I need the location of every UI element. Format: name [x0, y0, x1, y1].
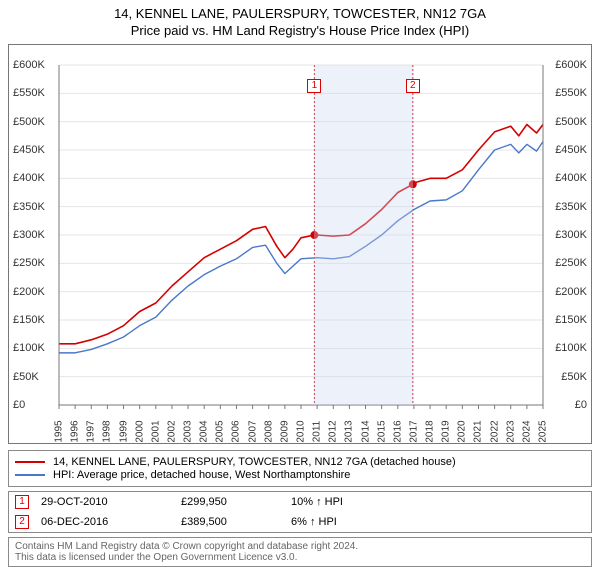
y-axis-label: £100K — [13, 342, 45, 354]
attribution-line2: This data is licensed under the Open Gov… — [15, 552, 585, 563]
legend-box: 14, KENNEL LANE, PAULERSPURY, TOWCESTER,… — [8, 450, 592, 487]
sale-date: 29-OCT-2010 — [41, 496, 181, 508]
legend-label: 14, KENNEL LANE, PAULERSPURY, TOWCESTER,… — [53, 456, 456, 468]
x-axis-label: 2020 — [457, 420, 468, 442]
sale-price: £389,500 — [181, 516, 291, 528]
x-axis-label: 2012 — [328, 420, 339, 442]
chart-title-address: 14, KENNEL LANE, PAULERSPURY, TOWCESTER,… — [8, 6, 592, 21]
x-axis-label: 2025 — [538, 420, 549, 442]
chart-plot-area: £0 £0 £50K £50K £100K £100K £150K £150K £200K £20… — [8, 44, 592, 444]
x-axis-label: 2008 — [263, 420, 274, 442]
x-axis-label: 1997 — [86, 420, 97, 442]
sale-marker-1: 1 — [307, 79, 321, 93]
y-axis-label-right: £100K — [555, 342, 587, 354]
sale-row: 1 29-OCT-2010£299,95010% ↑ HPI — [9, 492, 591, 512]
y-axis-label: £300K — [13, 229, 45, 241]
chart-title-sub: Price paid vs. HM Land Registry's House … — [8, 23, 592, 38]
y-axis-label: £350K — [13, 201, 45, 213]
x-axis-label: 2022 — [489, 420, 500, 442]
y-axis-label: £550K — [13, 87, 45, 99]
x-axis-label: 2015 — [376, 420, 387, 442]
y-axis-label: £50K — [13, 371, 39, 383]
title-block: 14, KENNEL LANE, PAULERSPURY, TOWCESTER,… — [8, 6, 592, 38]
y-axis-label: £400K — [13, 172, 45, 184]
x-axis-label: 2019 — [441, 420, 452, 442]
x-axis-label: 2011 — [312, 421, 323, 443]
y-axis-label-right: £200K — [555, 286, 587, 298]
x-axis-label: 2000 — [134, 420, 145, 442]
sale-row: 2 06-DEC-2016£389,5006% ↑ HPI — [9, 512, 591, 532]
x-axis-label: 2001 — [150, 420, 161, 442]
y-axis-label: £0 — [13, 399, 25, 411]
y-axis-label-right: £150K — [555, 314, 587, 326]
sale-row-marker: 2 — [15, 515, 29, 529]
x-axis-label: 2002 — [166, 420, 177, 442]
sale-diff: 10% ↑ HPI — [291, 496, 411, 508]
x-axis-label: 2005 — [215, 420, 226, 442]
y-axis-label-right: £400K — [555, 172, 587, 184]
y-axis-label-right: £350K — [555, 201, 587, 213]
y-axis-label-right: £0 — [575, 399, 587, 411]
legend-swatch — [15, 474, 45, 476]
y-axis-label-right: £450K — [555, 144, 587, 156]
y-axis-label-right: £500K — [555, 116, 587, 128]
attribution-box: Contains HM Land Registry data © Crown c… — [8, 537, 592, 567]
x-axis-label: 2017 — [408, 420, 419, 442]
x-axis-label: 1996 — [70, 420, 81, 442]
x-axis-label: 2009 — [279, 420, 290, 442]
attribution-line1: Contains HM Land Registry data © Crown c… — [15, 541, 585, 552]
y-axis-label-right: £300K — [555, 229, 587, 241]
y-axis-label: £150K — [13, 314, 45, 326]
legend-item: HPI: Average price, detached house, West… — [15, 469, 585, 481]
x-axis-label: 2024 — [521, 420, 532, 442]
sale-marker-2: 2 — [406, 79, 420, 93]
x-axis-label: 2006 — [231, 420, 242, 442]
x-axis-label: 2016 — [392, 420, 403, 442]
x-axis-label: 2021 — [473, 420, 484, 442]
x-axis-label: 2007 — [247, 420, 258, 442]
legend-label: HPI: Average price, detached house, West… — [53, 469, 350, 481]
x-axis-label: 2023 — [505, 420, 516, 442]
x-axis-label: 1999 — [118, 420, 129, 442]
chart-svg — [9, 45, 593, 445]
shaded-period — [314, 65, 412, 405]
y-axis-label: £600K — [13, 59, 45, 71]
y-axis-label-right: £550K — [555, 87, 587, 99]
sale-price: £299,950 — [181, 496, 291, 508]
y-axis-label: £250K — [13, 257, 45, 269]
x-axis-label: 2014 — [360, 420, 371, 442]
sales-table: 1 29-OCT-2010£299,95010% ↑ HPI 2 06-DEC-201… — [8, 491, 592, 533]
legend-item: 14, KENNEL LANE, PAULERSPURY, TOWCESTER,… — [15, 456, 585, 468]
x-axis-label: 2003 — [183, 420, 194, 442]
sale-diff: 6% ↑ HPI — [291, 516, 411, 528]
x-axis-label: 1995 — [54, 420, 65, 442]
x-axis-label: 1998 — [102, 420, 113, 442]
x-axis-label: 2018 — [425, 420, 436, 442]
y-axis-label: £500K — [13, 116, 45, 128]
y-axis-label-right: £600K — [555, 59, 587, 71]
x-axis-label: 2010 — [296, 420, 307, 442]
y-axis-label-right: £50K — [561, 371, 587, 383]
sale-date: 06-DEC-2016 — [41, 516, 181, 528]
sale-row-marker: 1 — [15, 495, 29, 509]
chart-container: { "titles": { "line1": "14, KENNEL LANE,… — [0, 0, 600, 560]
y-axis-label-right: £250K — [555, 257, 587, 269]
x-axis-label: 2004 — [199, 420, 210, 442]
x-axis-label: 2013 — [344, 420, 355, 442]
legend-swatch — [15, 461, 45, 463]
y-axis-label: £200K — [13, 286, 45, 298]
y-axis-label: £450K — [13, 144, 45, 156]
